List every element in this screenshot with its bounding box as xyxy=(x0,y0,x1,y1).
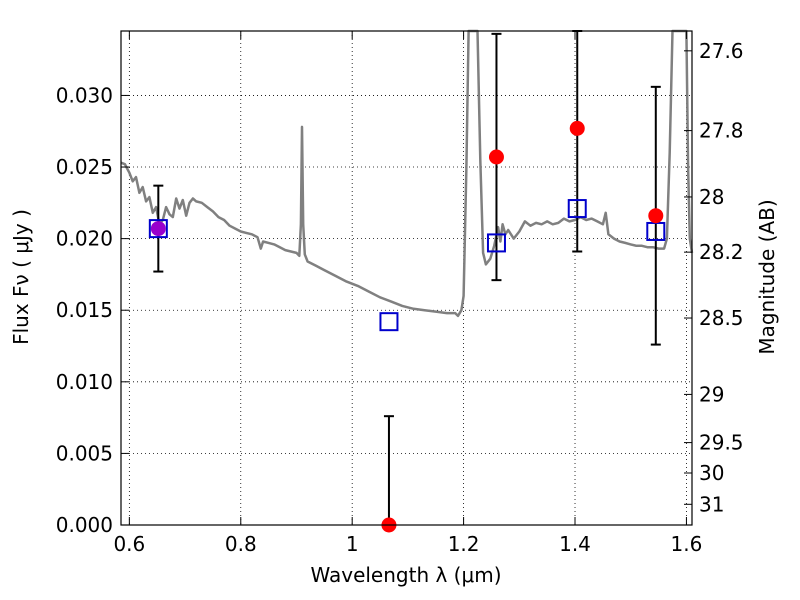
grid-lines xyxy=(121,31,692,526)
x-tick-label: 1.6 xyxy=(671,532,703,556)
y-tick-label: 0.020 xyxy=(56,227,113,251)
magnitude-tick-label: 30 xyxy=(699,461,724,485)
y-tick-label: 0.015 xyxy=(56,298,113,322)
plot-frame xyxy=(120,30,693,526)
observed-points xyxy=(150,120,664,533)
model-flux-square xyxy=(148,219,168,239)
x-tick-label: 0.6 xyxy=(113,532,145,556)
observed-flux-point xyxy=(150,221,166,237)
sed-model-curve xyxy=(120,29,694,318)
model-flux-square xyxy=(486,233,506,253)
x-axis-title: Wavelength λ (μm) xyxy=(310,563,501,587)
error-bars xyxy=(153,30,661,525)
x-tick-label: 1.2 xyxy=(448,532,480,556)
observed-flux-point xyxy=(488,149,504,165)
magnitude-tick-label: 27.8 xyxy=(699,119,744,143)
axis-ticks xyxy=(121,31,692,526)
x-tick-label: 0.8 xyxy=(225,532,257,556)
magnitude-tick-label: 31 xyxy=(699,492,724,516)
magnitude-tick-label: 29 xyxy=(699,382,724,406)
y-axis-title-left: Flux Fν ( μJy ) xyxy=(9,209,33,345)
y-tick-label: 0.030 xyxy=(56,83,113,107)
x-tick-label: 1 xyxy=(346,532,359,556)
y-tick-label: 0.025 xyxy=(56,155,113,179)
y-tick-label: 0.005 xyxy=(56,441,113,465)
x-tick-label: 1.4 xyxy=(559,532,591,556)
y-tick-label: 0.010 xyxy=(56,370,113,394)
magnitude-tick-labels: 27.6 27.8 28 28.2 28.5 29 29.5 30 31 xyxy=(699,39,744,516)
magnitude-tick-label: 29.5 xyxy=(699,431,744,455)
magnitude-tick-label: 28.2 xyxy=(699,240,744,264)
magnitude-tick-label: 28.5 xyxy=(699,306,744,330)
sed-curve-layer xyxy=(120,29,694,318)
y-tick-label: 0.000 xyxy=(56,513,113,537)
y-axis-title-right: Magnitude (AB) xyxy=(755,199,779,354)
magnitude-tick-label: 27.6 xyxy=(699,39,744,63)
observed-flux-point xyxy=(648,208,664,224)
observed-flux-point xyxy=(569,120,585,136)
x-tick-labels: 0.6 0.8 1 1.2 1.4 1.6 xyxy=(113,532,702,556)
model-flux-square xyxy=(379,312,399,332)
magnitude-tick-label: 28 xyxy=(699,185,724,209)
model-flux-square xyxy=(567,199,587,219)
y-tick-labels: 0.000 0.005 0.010 0.015 0.020 0.025 0.030 xyxy=(56,83,113,537)
